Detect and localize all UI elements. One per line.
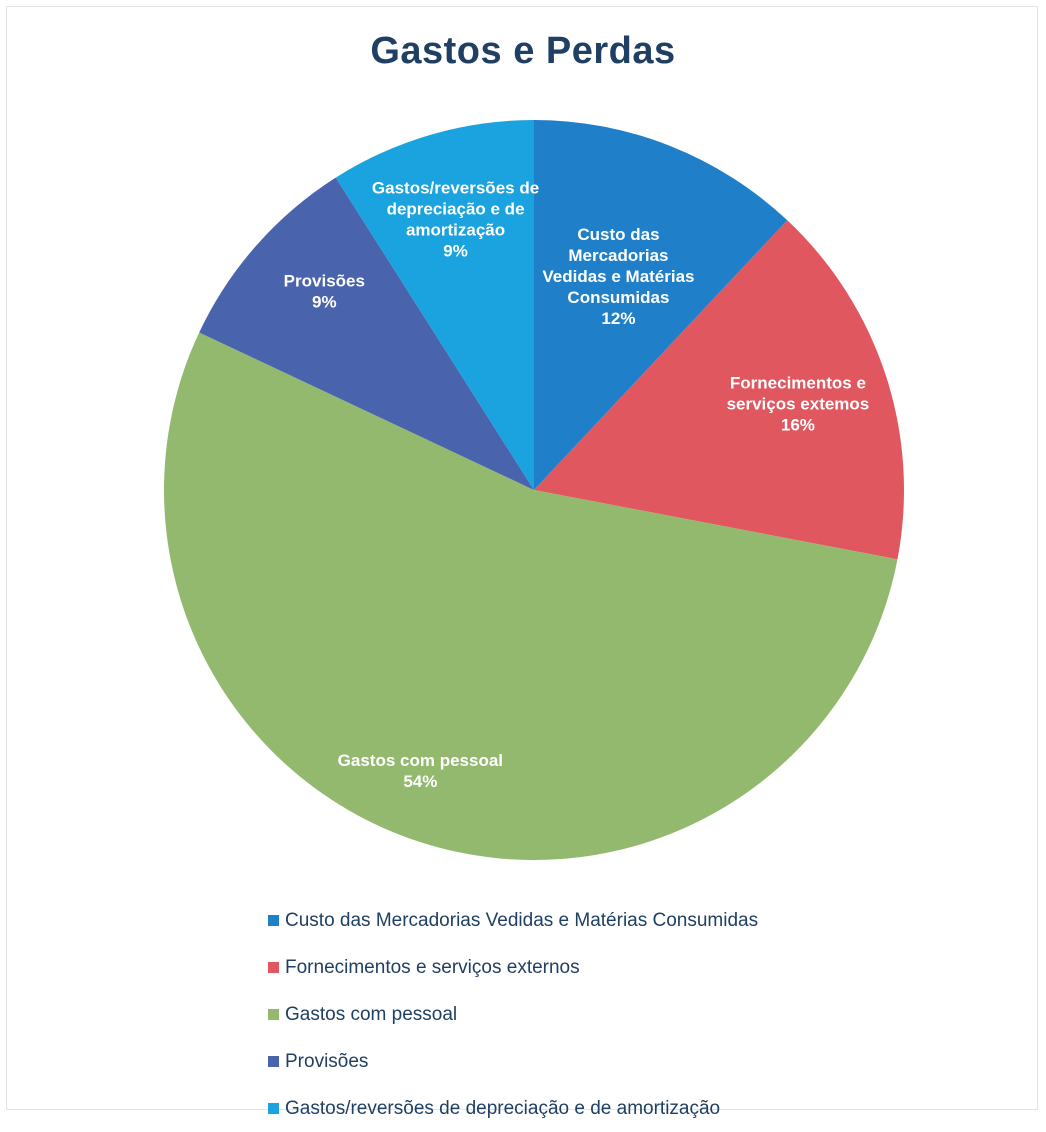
pie-label-2: Fornecimentos e serviços extemos 16% [727, 373, 870, 434]
pie-label-4: Provisões 9% [284, 271, 365, 311]
pie-label-line: Vedidas e Matérias [542, 267, 694, 286]
pie-label-percent: 16% [781, 415, 815, 434]
pie-label-5: Gastos/reversões de depreciação e de amort… [372, 179, 539, 261]
pie-slice-3 [164, 332, 898, 860]
pie-slice-2 [534, 220, 904, 560]
pie-label-percent: 54% [403, 772, 437, 791]
legend-item: Fornecimentos e serviços externos [268, 944, 968, 991]
legend-swatch [268, 1103, 279, 1114]
pie-label-line: amortização [406, 221, 505, 240]
pie-label-1: Custo das Mercadorias Vedidas e Matérias Co… [542, 225, 694, 328]
legend-label: Gastos com pessoal [285, 1003, 458, 1025]
legend-item: Custo das Mercadorias Vedidas e Matérias… [268, 897, 968, 944]
pie-label-line: depreciação e de [387, 200, 525, 219]
legend-label: Provisões [285, 1050, 369, 1072]
legend-item: Provisões [268, 1038, 968, 1085]
legend-item: Gastos com pessoal [268, 991, 968, 1038]
pie-slice-5 [335, 120, 534, 490]
pie-slice-1 [534, 120, 788, 490]
legend-swatch [268, 1009, 279, 1020]
chart-legend: Custo das Mercadorias Vedidas e Matérias… [268, 897, 968, 1132]
pie-label-line: Custo das [577, 225, 659, 244]
legend-swatch [268, 1056, 279, 1067]
pie-label-line: Consumidas [567, 288, 669, 307]
pie-label-percent: 12% [601, 309, 635, 328]
pie-chart: Custo das Mercadorias Vedidas e Matérias Co… [164, 120, 904, 860]
legend-label: Gastos/reversões de depreciação e de amo… [285, 1097, 721, 1119]
pie-label-line: Fornecimentos e [730, 373, 866, 392]
legend-swatch [268, 915, 279, 926]
pie-label-line: Gastos com pessoal [338, 751, 503, 770]
legend-swatch [268, 962, 279, 973]
pie-label-line: Mercadorias [568, 246, 668, 265]
pie-label-percent: 9% [312, 292, 337, 311]
legend-item: Gastos/reversões de depreciação e de amo… [268, 1085, 968, 1132]
pie-label-3: Gastos com pessoal 54% [338, 751, 503, 791]
pie-label-line: serviços extemos [727, 394, 870, 413]
legend-label: Fornecimentos e serviços externos [285, 956, 580, 978]
pie-slice-4 [199, 177, 534, 490]
pie-label-line: Gastos/reversões de [372, 179, 539, 198]
pie-label-percent: 9% [443, 242, 468, 261]
pie-label-line: Provisões [284, 271, 365, 290]
legend-label: Custo das Mercadorias Vedidas e Matérias… [285, 909, 759, 931]
pie-data-labels: Custo das Mercadorias Vedidas e Matérias Co… [284, 179, 870, 791]
pie-slices [164, 120, 904, 860]
chart-title: Gastos e Perdas [370, 30, 676, 72]
